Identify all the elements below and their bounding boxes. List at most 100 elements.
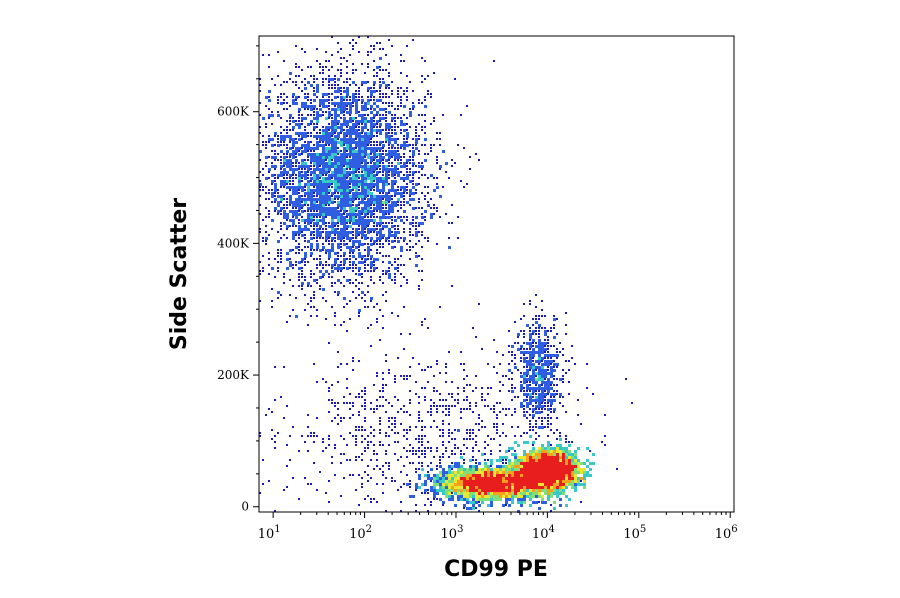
event-dot [526,357,528,359]
event-dot [364,261,366,263]
event-dot [541,375,544,378]
event-dot [259,171,261,173]
event-dot [424,126,426,128]
event-dot [286,444,288,446]
event-dot [292,96,294,98]
event-dot [433,120,435,122]
event-dot [391,150,394,153]
event-dot [337,138,339,140]
event-dot [280,174,283,177]
event-dot [376,90,378,92]
event-dot [346,219,349,222]
event-dot [274,447,276,449]
event-dot [310,174,312,176]
event-dot [430,411,432,413]
event-dot [541,426,544,429]
event-dot [544,315,546,317]
event-dot [310,432,312,434]
event-dot [316,126,318,128]
event-dot [283,138,286,141]
event-dot [349,102,352,105]
event-dot [295,174,297,176]
event-dot [556,492,559,495]
event-dot [403,348,405,350]
event-dot [565,483,568,486]
event-dot [403,429,405,431]
event-dot [379,177,382,180]
event-dot [454,489,457,492]
event-dot [406,159,409,162]
event-dot [415,453,417,455]
event-dot [361,156,364,159]
event-dot [448,456,450,458]
event-dot [382,69,384,71]
event-dot [280,198,283,201]
event-dot [304,198,307,201]
event-dot [349,117,352,120]
event-dot [346,72,348,74]
event-dot [352,177,355,180]
event-dot [505,495,508,498]
event-dot [568,453,571,456]
event-dot [346,378,348,380]
event-dot [346,126,348,128]
event-dot [388,402,390,404]
event-dot [382,444,384,446]
event-dot [364,138,367,141]
event-dot [346,234,349,237]
event-dot [334,186,337,189]
event-dot [340,219,343,222]
event-dot [427,492,429,494]
event-dot [271,300,273,302]
event-dot [523,378,526,381]
event-dot [421,57,423,59]
event-dot [325,231,328,234]
event-dot [448,480,451,483]
event-dot [442,405,444,407]
event-dot [523,486,526,489]
event-dot [433,72,435,74]
event-dot [442,471,445,474]
event-dot [631,402,633,404]
event-dot [400,204,402,206]
event-dot [385,207,387,209]
event-dot [283,159,286,162]
event-dot [364,258,367,261]
event-dot [313,117,316,120]
event-dot [481,486,484,489]
event-dot [382,327,384,329]
event-dot [394,267,397,270]
event-dot [313,273,315,275]
event-dot [481,399,483,401]
event-dot [421,207,423,209]
event-dot [346,459,348,461]
event-dot [376,114,378,116]
event-dot [349,258,351,260]
event-dot [349,144,352,147]
event-dot [400,471,402,473]
event-dot [313,363,315,365]
event-dot [394,147,396,149]
event-dot [328,255,331,258]
event-dot [280,132,282,134]
event-dot [259,432,261,434]
event-dot [337,42,339,44]
event-dot [364,438,366,440]
event-dot [556,366,558,368]
event-dot [475,486,478,489]
event-dot [331,135,333,137]
event-dot [340,171,343,174]
event-dot [511,486,514,489]
event-dot [364,417,366,419]
event-dot [433,495,436,498]
event-dot [304,147,307,150]
event-dot [346,330,348,332]
event-dot [334,315,336,317]
event-dot [367,108,369,110]
event-dot [520,462,523,465]
event-dot [310,165,312,167]
event-dot [499,486,502,489]
event-dot [274,510,276,512]
event-dot [367,495,369,497]
event-dot [355,111,358,114]
